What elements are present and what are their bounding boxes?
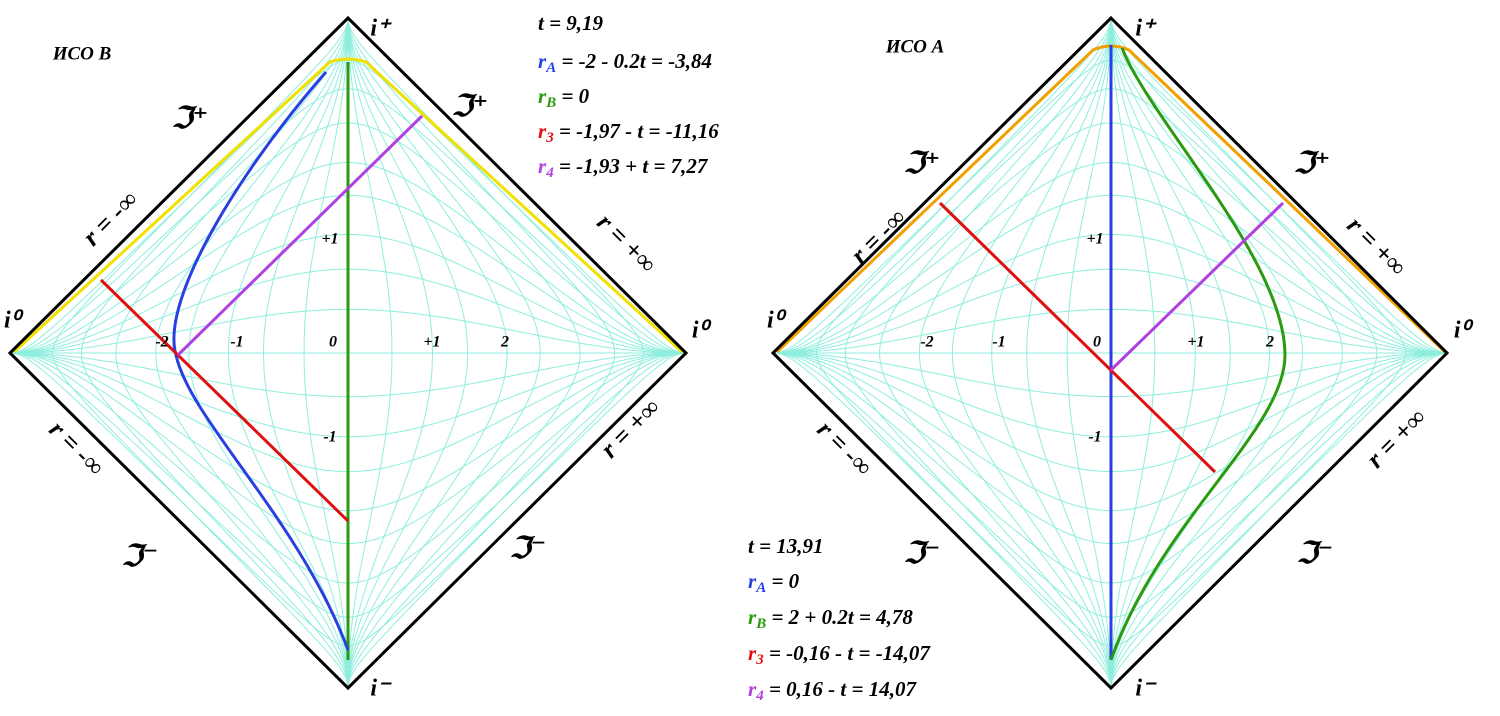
grid-curve bbox=[1110, 20, 1231, 686]
eq-subscript: B bbox=[755, 616, 766, 632]
axis-label: -1 bbox=[992, 334, 1005, 351]
worldline-4 bbox=[1109, 201, 1285, 372]
scri-minus: ℑ⁻ bbox=[510, 531, 547, 566]
equation: r3 = -1,97 - t = -11,16 bbox=[538, 119, 719, 147]
grid-curve bbox=[347, 20, 644, 686]
equation: r4 = -1,93 + t = 7,27 bbox=[538, 154, 709, 182]
grid-curve bbox=[1110, 20, 1343, 686]
eq-subscript: A bbox=[545, 60, 556, 76]
eq-expression: = 0 bbox=[766, 569, 799, 593]
axis-label: 2 bbox=[500, 334, 509, 351]
eq-symbol: r bbox=[538, 84, 547, 108]
grid-curve bbox=[347, 20, 434, 686]
axis-label: -1 bbox=[230, 334, 243, 351]
eq-expression: = -1,93 + t = 7,27 bbox=[554, 154, 709, 178]
horizon-curve bbox=[12, 57, 684, 354]
axis-label: +1 bbox=[423, 334, 440, 351]
labels: ИСО Bi⁺i⁻i⁰ i⁰ℑ⁺ ℑ⁺ℑ⁻ ℑ⁻r = -∞r = -∞r = +∞r… bbox=[4, 11, 1475, 705]
worldline-3 bbox=[99, 278, 350, 523]
r-plus-inf: r = +∞ bbox=[1341, 211, 1412, 282]
grid-curve bbox=[347, 20, 541, 686]
grid-curve bbox=[1110, 20, 1378, 686]
axis-label: -2 bbox=[155, 334, 168, 351]
r-minus-inf: r = -∞ bbox=[44, 415, 111, 482]
scri-plus: ℑ⁺ bbox=[1294, 146, 1331, 181]
equation: rB = 2 + 0.2t = 4,78 bbox=[748, 605, 913, 633]
grid-curve bbox=[347, 20, 615, 686]
grid-curve bbox=[347, 20, 508, 686]
axis-label: 0 bbox=[329, 334, 337, 351]
diamond-left bbox=[7, 15, 689, 691]
axis-label: +1 bbox=[321, 231, 338, 248]
eq-symbol: r bbox=[748, 677, 757, 701]
scri-plus: ℑ⁺ bbox=[904, 146, 941, 181]
frame-label: ИСО B bbox=[52, 43, 112, 64]
worldline-b bbox=[1109, 47, 1287, 661]
corner-label: i⁰ bbox=[1454, 318, 1475, 344]
corner-label: i⁰ bbox=[692, 318, 713, 344]
corner-label: i⁻ bbox=[1135, 676, 1157, 702]
eq-subscript: 4 bbox=[545, 165, 554, 181]
eq-expression: = 0 bbox=[556, 84, 589, 108]
scri-plus: ℑ⁺ bbox=[172, 101, 209, 136]
eq-expression: = 2 + 0.2t = 4,78 bbox=[766, 605, 913, 629]
r-plus-inf: r = +∞ bbox=[1361, 403, 1432, 474]
eq-symbol: r bbox=[538, 154, 547, 178]
equation: r3 = -0,16 - t = -14,07 bbox=[748, 641, 931, 669]
axis-label: 2 bbox=[1265, 334, 1274, 351]
grid-curve bbox=[347, 20, 581, 686]
eq-subscript: A bbox=[755, 580, 766, 596]
axis-label: +1 bbox=[1086, 231, 1103, 248]
equation: rA = -2 - 0.2t = -3,84 bbox=[538, 49, 712, 77]
corner-label: i⁺ bbox=[370, 16, 392, 42]
eq-symbol: r bbox=[538, 49, 547, 73]
grid-curve bbox=[347, 20, 469, 686]
worldline-4 bbox=[176, 114, 424, 357]
scri-plus: ℑ⁺ bbox=[452, 89, 489, 124]
grid-curve bbox=[1110, 20, 1196, 686]
corner-label: i⁰ bbox=[4, 308, 25, 334]
eq-subscript: 4 bbox=[755, 688, 764, 704]
eq-expression: = -0,16 - t = -14,07 bbox=[764, 641, 932, 665]
worldline-3 bbox=[938, 201, 1217, 474]
axis-label: 0 bbox=[1093, 334, 1101, 351]
eq-symbol: r bbox=[748, 605, 757, 629]
eq-expression: = -1,97 - t = -11,16 bbox=[554, 119, 720, 143]
scri-minus: ℑ⁻ bbox=[122, 539, 159, 574]
equation: rB = 0 bbox=[538, 84, 590, 112]
eq-subscript: 3 bbox=[545, 130, 554, 146]
grid-curve bbox=[1110, 20, 1406, 686]
grid-curve bbox=[1110, 20, 1156, 686]
corner-label: i⁻ bbox=[370, 676, 392, 702]
axis-label: -2 bbox=[920, 334, 933, 351]
scri-minus: ℑ⁻ bbox=[1297, 536, 1334, 571]
grid-curve bbox=[347, 20, 393, 686]
corner-label: i⁰ bbox=[767, 308, 788, 334]
eq-subscript: 3 bbox=[755, 652, 764, 668]
axis-label: -1 bbox=[323, 429, 336, 446]
corner-label: i⁺ bbox=[1135, 16, 1157, 42]
eq-symbol: r bbox=[748, 641, 757, 665]
equation: r4 = 0,16 - t = 14,07 bbox=[748, 677, 917, 705]
grid-curve bbox=[1110, 20, 1304, 686]
equation: rA = 0 bbox=[748, 569, 800, 597]
eq-symbol: r bbox=[538, 119, 547, 143]
time-label: t = 9,19 bbox=[538, 11, 604, 35]
axis-label: -1 bbox=[1088, 429, 1101, 446]
eq-subscript: B bbox=[545, 95, 556, 111]
axis-label: +1 bbox=[1187, 334, 1204, 351]
eq-expression: = -2 - 0.2t = -3,84 bbox=[556, 49, 712, 73]
eq-symbol: r bbox=[748, 569, 757, 593]
diamond-right bbox=[770, 15, 1450, 691]
frame-label: ИСО A bbox=[885, 36, 945, 57]
scri-minus: ℑ⁻ bbox=[904, 536, 941, 571]
time-label: t = 13,91 bbox=[748, 534, 824, 558]
eq-expression: = 0,16 - t = 14,07 bbox=[764, 677, 918, 701]
